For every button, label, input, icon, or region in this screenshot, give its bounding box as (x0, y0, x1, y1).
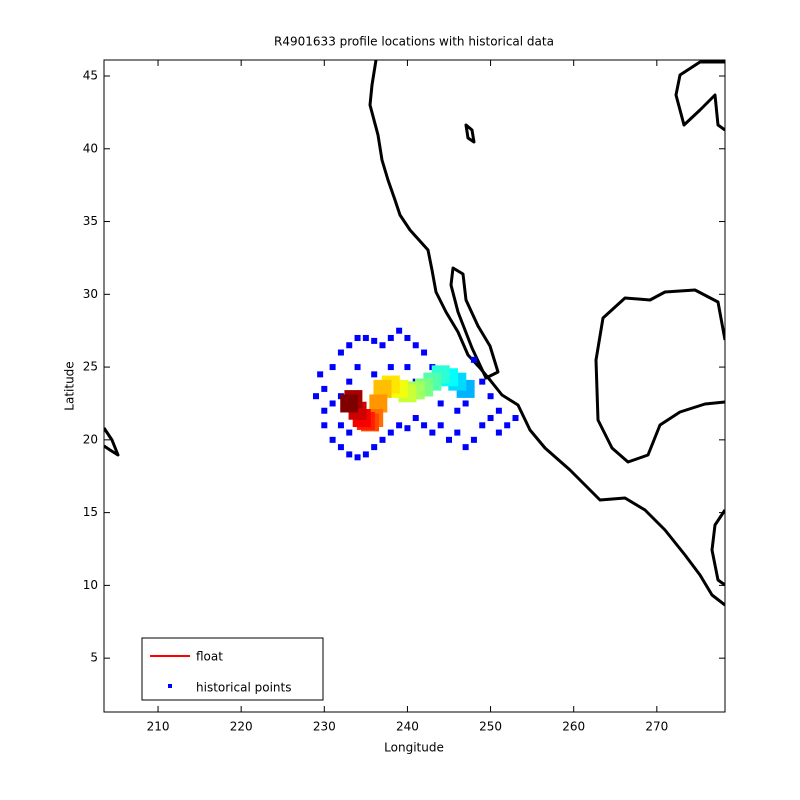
y-tick-label: 35 (83, 214, 98, 228)
plot-frame (103, 59, 726, 713)
historical-point (346, 378, 353, 385)
historical-point (454, 429, 461, 436)
historical-point (321, 407, 328, 414)
legend-label: historical points (196, 681, 291, 695)
x-tick-label: 270 (645, 720, 668, 734)
historical-point (504, 422, 511, 429)
historical-point (404, 425, 411, 432)
historical-point (371, 444, 378, 451)
y-tick-label: 15 (83, 505, 98, 519)
y-tick-label: 5 (90, 651, 98, 665)
historical-point (362, 451, 369, 458)
y-tick-label: 45 (83, 69, 98, 83)
historical-point (396, 422, 403, 429)
historical-point (329, 436, 336, 443)
coastline (594, 288, 725, 464)
historical-point (337, 422, 344, 429)
historical-point (337, 349, 344, 356)
historical-point (479, 422, 486, 429)
historical-point (346, 451, 353, 458)
legend: float historical points (141, 637, 324, 701)
coastline (674, 60, 725, 132)
historical-point (412, 415, 419, 422)
historical-point (337, 444, 344, 451)
historical-point (362, 334, 369, 341)
historical-point (321, 422, 328, 429)
historical-point (354, 454, 361, 461)
historical-point (462, 400, 469, 407)
legend-swatch (168, 684, 172, 688)
historical-point (312, 393, 319, 400)
float-profile (340, 394, 359, 413)
coastline (104, 427, 120, 457)
historical-point (487, 393, 494, 400)
coastline (449, 266, 500, 380)
historical-point (487, 415, 494, 422)
y-tick-label: 20 (83, 432, 98, 446)
historical-point (412, 342, 419, 349)
historical-point (387, 364, 394, 371)
historical-point (387, 334, 394, 341)
historical-point (470, 436, 477, 443)
historical-point (354, 364, 361, 371)
coastline (464, 123, 476, 144)
x-tick-label: 240 (396, 720, 419, 734)
x-tick-label: 260 (562, 720, 585, 734)
historical-point (329, 364, 336, 371)
x-tick-label: 220 (230, 720, 253, 734)
x-axis-label: Longitude (384, 741, 444, 755)
historical-point (387, 429, 394, 436)
historical-point (446, 436, 452, 443)
chart-title: R4901633 profile locations with historic… (274, 35, 554, 49)
historical-point (462, 444, 469, 451)
y-tick-label: 40 (83, 141, 98, 155)
coastline (710, 509, 725, 587)
historical-point (321, 385, 328, 392)
historical-point (404, 364, 411, 371)
legend-box (141, 637, 324, 701)
historical-point (354, 334, 361, 341)
y-axis-label: Latitude (63, 361, 77, 410)
float-profile (369, 394, 388, 413)
x-tick-label: 230 (313, 720, 336, 734)
historical-point (379, 436, 386, 443)
historical-point (495, 429, 502, 436)
historical-point (429, 429, 436, 436)
y-tick-label: 25 (83, 360, 98, 374)
historical-point (317, 371, 324, 378)
historical-point (346, 429, 353, 436)
historical-point (421, 349, 428, 356)
float-profile (373, 379, 392, 398)
historical-point (454, 407, 461, 414)
historical-point (437, 400, 444, 407)
historical-point (346, 342, 353, 349)
historical-point (495, 407, 502, 414)
historical-point (437, 422, 444, 429)
historical-point (512, 415, 519, 422)
historical-point (379, 342, 386, 349)
y-tick-label: 10 (83, 578, 98, 592)
y-tick-label: 30 (83, 287, 98, 301)
legend-label: float (196, 650, 223, 664)
historical-point (479, 378, 486, 385)
historical-point (470, 356, 477, 363)
historical-point (371, 337, 378, 344)
historical-point (404, 334, 411, 341)
historical-point (396, 327, 403, 334)
x-tick-label: 210 (147, 720, 170, 734)
historical-point (421, 422, 428, 429)
historical-point (371, 371, 378, 378)
x-tick-label: 250 (479, 720, 502, 734)
historical-point (329, 400, 336, 407)
